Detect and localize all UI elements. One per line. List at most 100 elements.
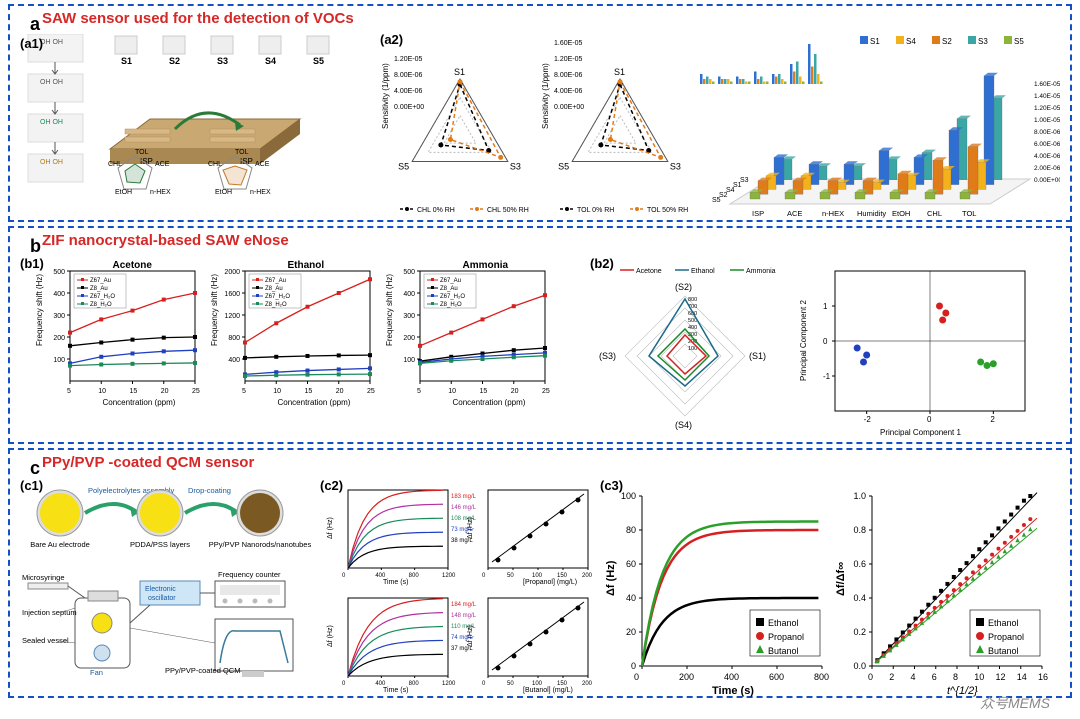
svg-text:Butanol: Butanol — [988, 646, 1019, 656]
svg-text:150: 150 — [557, 573, 568, 579]
svg-text:400: 400 — [375, 573, 386, 579]
c1-label: (c1) — [20, 478, 43, 493]
svg-text:800: 800 — [409, 573, 420, 579]
watermark: 众号MEMS — [980, 693, 1050, 713]
svg-text:1: 1 — [823, 302, 828, 311]
svg-text:Injection septum: Injection septum — [22, 608, 77, 617]
svg-text:1600: 1600 — [224, 291, 240, 298]
svg-text:12: 12 — [996, 672, 1006, 682]
a2-radar-right: Sensitivity (1/ppm)0.00E+004.00E-068.00E… — [540, 34, 690, 214]
svg-text:400: 400 — [228, 357, 240, 364]
svg-text:OH OH: OH OH — [40, 119, 63, 126]
svg-text:S3: S3 — [978, 37, 988, 46]
svg-text:Butanol: Butanol — [768, 646, 799, 656]
panel-b-title: ZIF nanocrystal-based SAW eNose — [42, 232, 289, 249]
svg-text:Principal Component 2: Principal Component 2 — [799, 300, 808, 381]
svg-text:(S4): (S4) — [675, 420, 692, 430]
svg-text:2: 2 — [990, 415, 995, 424]
svg-text:CHL: CHL — [208, 161, 222, 168]
svg-text:0: 0 — [868, 672, 873, 682]
svg-text:CHL 50% RH: CHL 50% RH — [487, 207, 529, 214]
svg-text:EtOH: EtOH — [115, 189, 132, 196]
svg-text:1.40E-05: 1.40E-05 — [1034, 93, 1060, 100]
svg-text:20: 20 — [336, 388, 344, 395]
svg-text:6.00E-06: 6.00E-06 — [1034, 141, 1060, 148]
c3-label: (c3) — [600, 478, 623, 493]
svg-text:100: 100 — [53, 357, 65, 364]
svg-text:Acetone: Acetone — [113, 260, 153, 271]
svg-text:S2: S2 — [169, 56, 180, 66]
panel-a-label: a — [30, 14, 40, 35]
svg-text:20: 20 — [626, 627, 636, 637]
svg-text:CHL 0% RH: CHL 0% RH — [417, 207, 455, 214]
svg-text:Z8_Au: Z8_Au — [265, 286, 283, 292]
svg-text:8.00E-06: 8.00E-06 — [1034, 129, 1060, 136]
b2-pca: -202-101Principal Component 1Principal C… — [790, 256, 1060, 436]
svg-text:-2: -2 — [864, 415, 872, 424]
svg-text:S5: S5 — [398, 162, 409, 172]
panel-a-title: SAW sensor used for the detection of VOC… — [42, 10, 354, 27]
svg-text:Δf (Hz): Δf (Hz) — [467, 517, 474, 539]
svg-text:TOL: TOL — [962, 209, 976, 218]
svg-text:1200: 1200 — [224, 313, 240, 320]
b2-label: (b2) — [590, 256, 614, 271]
svg-text:0.00E+00: 0.00E+00 — [554, 104, 584, 111]
svg-text:100: 100 — [532, 573, 543, 579]
svg-text:0.00E+00: 0.00E+00 — [394, 104, 424, 111]
svg-text:25: 25 — [192, 388, 200, 395]
svg-text:Z67_Au: Z67_Au — [265, 278, 286, 284]
svg-text:Principal Component 1: Principal Component 1 — [880, 428, 961, 437]
svg-text:CHL: CHL — [927, 209, 942, 218]
svg-text:400: 400 — [53, 291, 65, 298]
svg-text:Z8_Au: Z8_Au — [90, 286, 108, 292]
svg-text:n-HEX: n-HEX — [822, 209, 844, 218]
svg-text:0.0: 0.0 — [853, 661, 866, 671]
svg-text:oscillator: oscillator — [148, 595, 176, 602]
svg-text:5: 5 — [67, 388, 71, 395]
svg-text:8.00E-06: 8.00E-06 — [394, 72, 423, 79]
svg-text:ACE: ACE — [787, 209, 802, 218]
c3-charts: (c3) 0204060801000200400600800Time (s)Δf… — [600, 478, 1060, 690]
c1-schematic: (c1) Polyelectrolytes assemblyBare Au el… — [20, 478, 320, 690]
svg-text:Sensitivity (1/ppm): Sensitivity (1/ppm) — [381, 63, 390, 129]
svg-text:Time (s): Time (s) — [383, 687, 408, 694]
svg-text:Z67_H₂O: Z67_H₂O — [90, 294, 115, 300]
svg-text:4: 4 — [911, 672, 916, 682]
svg-text:800: 800 — [409, 681, 420, 687]
svg-text:Sealed vessel: Sealed vessel — [22, 636, 69, 645]
svg-text:148 mg/L: 148 mg/L — [451, 613, 477, 619]
svg-text:Δf (Hz): Δf (Hz) — [327, 625, 334, 647]
svg-text:200: 200 — [582, 681, 593, 687]
svg-text:OH OH: OH OH — [40, 39, 63, 46]
svg-text:(S2): (S2) — [675, 282, 692, 292]
svg-text:0.2: 0.2 — [853, 627, 866, 637]
svg-text:Z8_H₂O: Z8_H₂O — [90, 302, 112, 308]
svg-text:Δf (Hz): Δf (Hz) — [605, 560, 617, 596]
svg-text:S3: S3 — [740, 177, 749, 184]
svg-text:Frequency shift (Hz): Frequency shift (Hz) — [35, 274, 44, 346]
svg-text:200: 200 — [403, 335, 415, 342]
b1-charts: (b1) Acetone100200300400500Frequency shi… — [20, 256, 580, 436]
svg-text:Bare Au electrode: Bare Au electrode — [30, 540, 90, 549]
svg-text:-1: -1 — [823, 372, 831, 381]
svg-text:400: 400 — [375, 681, 386, 687]
svg-text:t^{1/2}: t^{1/2} — [947, 685, 978, 697]
svg-text:S4: S4 — [906, 37, 916, 46]
panel-c-title: PPy/PVP -coated QCM sensor — [42, 454, 254, 471]
svg-text:25: 25 — [542, 388, 550, 395]
panel-b-label: b — [30, 236, 41, 257]
svg-text:EtOH: EtOH — [215, 189, 232, 196]
svg-text:ACE: ACE — [155, 161, 170, 168]
svg-text:150: 150 — [557, 681, 568, 687]
svg-text:Δf (Hz): Δf (Hz) — [467, 625, 474, 647]
svg-text:Concentration (ppm): Concentration (ppm) — [103, 398, 176, 407]
c2-charts: (c2) Δf (Hz)Time (s)04008001200183 mg/L1… — [320, 478, 600, 690]
svg-text:Z8_H₂O: Z8_H₂O — [265, 302, 287, 308]
svg-text:S1: S1 — [870, 37, 880, 46]
svg-text:Ethanol: Ethanol — [691, 268, 715, 275]
svg-text:Humidity: Humidity — [857, 209, 886, 218]
svg-text:200: 200 — [582, 573, 593, 579]
svg-text:1.60E-05: 1.60E-05 — [1034, 81, 1060, 88]
svg-text:184 mg/L: 184 mg/L — [451, 602, 477, 608]
svg-text:Concentration (ppm): Concentration (ppm) — [453, 398, 526, 407]
